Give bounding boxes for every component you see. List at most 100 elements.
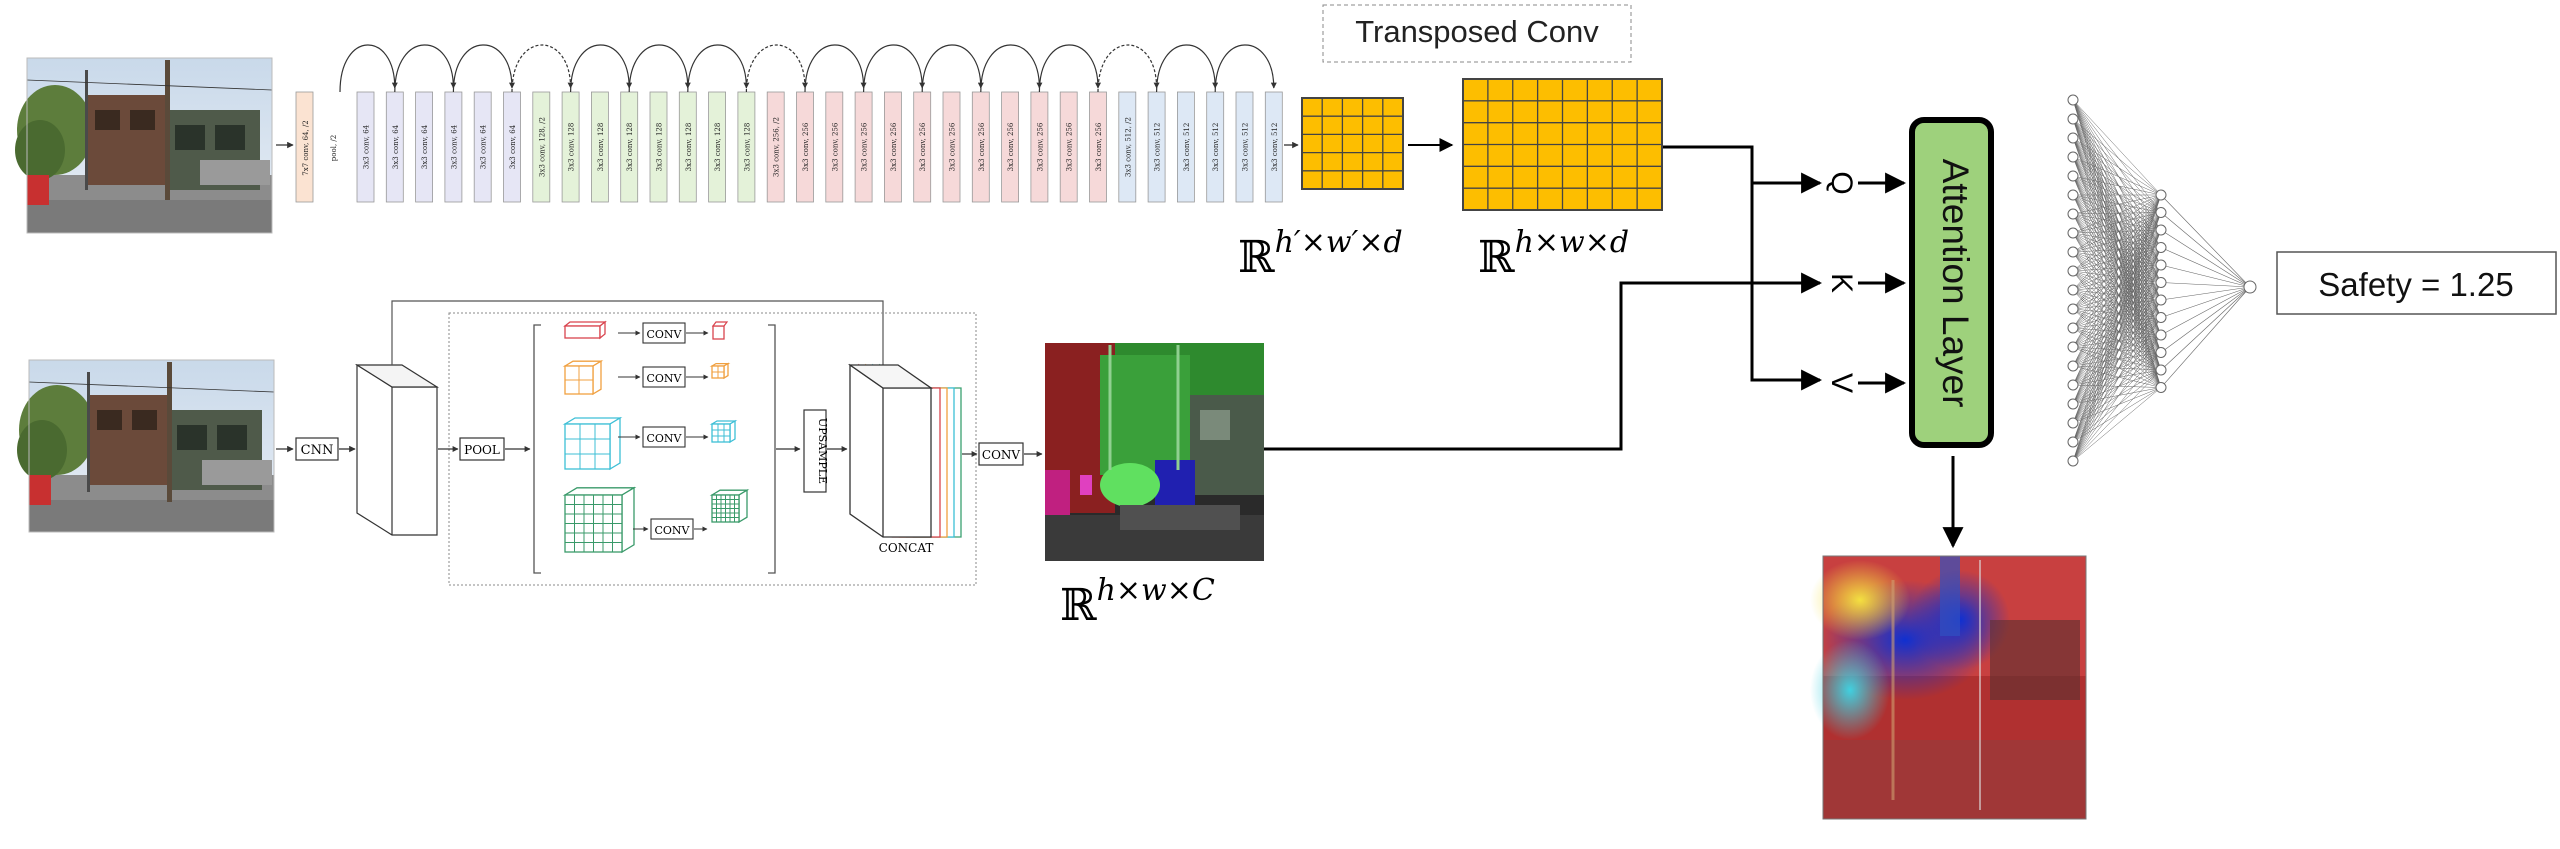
safety-output-box: Safety = 1.25 bbox=[2276, 251, 2557, 315]
resnet-layer: 3x3 conv, 256 bbox=[1001, 91, 1019, 203]
skip-arc bbox=[921, 44, 984, 93]
pool-bin-2 bbox=[562, 360, 604, 396]
segmentation-label: ℝh×w×C bbox=[1060, 573, 1215, 631]
svg-text:3x3 conv, 256: 3x3 conv, 256 bbox=[802, 122, 810, 171]
attention-layer-label: Attention Layer bbox=[1935, 159, 1976, 408]
conv-box: CONV bbox=[642, 426, 686, 448]
value-label: V bbox=[1825, 373, 1858, 393]
pool-bin-4 bbox=[562, 486, 637, 554]
upsample-label: UPSAMPLE bbox=[816, 418, 829, 484]
cnn-feature-map bbox=[354, 363, 440, 536]
hidden-neuron bbox=[2155, 382, 2167, 393]
skip-arc bbox=[511, 44, 574, 93]
hidden-neuron bbox=[2155, 347, 2167, 358]
svg-text:3x3 conv, 256: 3x3 conv, 256 bbox=[890, 122, 898, 171]
skip-arc bbox=[804, 44, 867, 93]
mlp-connections bbox=[2072, 99, 2251, 462]
svg-text:7x7 conv, 64, /2: 7x7 conv, 64, /2 bbox=[302, 120, 310, 175]
svg-text:3x3 conv, 512: 3x3 conv, 512 bbox=[1271, 123, 1279, 172]
resnet-pool-label: pool, /2 bbox=[330, 135, 338, 161]
hidden-neuron bbox=[2155, 189, 2167, 201]
hidden-neuron bbox=[2155, 364, 2167, 376]
street-image-bottom bbox=[17, 359, 275, 533]
resnet-layer: 3x3 conv, 256 bbox=[825, 91, 844, 203]
svg-text:3x3 conv, 256: 3x3 conv, 256 bbox=[1036, 122, 1044, 171]
hidden-neuron bbox=[2155, 329, 2167, 341]
resnet-layer: 3x3 conv, 256 bbox=[884, 91, 902, 203]
pool-bin-4-out bbox=[709, 489, 750, 524]
svg-text:3x3 conv, 256: 3x3 conv, 256 bbox=[1007, 122, 1015, 171]
attention-layer-block: Attention Layer bbox=[1909, 117, 1994, 448]
svg-text:3x3 conv, 256: 3x3 conv, 256 bbox=[949, 122, 957, 171]
feature-grid-large bbox=[1462, 78, 1663, 211]
skip-arc bbox=[339, 44, 398, 93]
resnet-layer: 3x3 conv, 512 bbox=[1147, 91, 1166, 203]
resnet-layer: 3x3 conv, 256 bbox=[854, 91, 873, 203]
svg-text:3x3 conv, 256: 3x3 conv, 256 bbox=[919, 122, 927, 171]
resnet-layer: 3x3 conv, 128 bbox=[649, 91, 668, 203]
skip-arc bbox=[1038, 44, 1101, 93]
svg-text:3x3 conv, 128, /2: 3x3 conv, 128, /2 bbox=[538, 117, 546, 177]
pspnet-module: CNN POOL CONV CONV CONV CONV UPSAMPLE bbox=[276, 300, 1043, 586]
input-neuron bbox=[2067, 113, 2079, 125]
resnet-layer: 3x3 conv, 256 bbox=[1030, 91, 1049, 203]
concat-label: CONCAT bbox=[879, 541, 934, 555]
resnet-layer: 3x3 conv, 512 bbox=[1177, 91, 1195, 203]
input-neuron bbox=[2067, 132, 2079, 144]
svg-text:3x3 conv, 512: 3x3 conv, 512 bbox=[1212, 123, 1220, 172]
query-label: Q bbox=[1825, 171, 1858, 194]
input-neuron bbox=[2067, 170, 2079, 182]
resnet-backbone: 7x7 conv, 64, /2 pool, /2 3x3 conv, 64 3x… bbox=[295, 44, 1283, 203]
svg-text:3x3 conv, 128: 3x3 conv, 128 bbox=[626, 123, 634, 172]
input-neuron bbox=[2067, 417, 2079, 429]
skip-arc bbox=[1214, 44, 1277, 93]
resnet-layer: 3x3 conv, 64 bbox=[503, 91, 521, 203]
input-neuron bbox=[2067, 284, 2079, 296]
pool-bin-3 bbox=[562, 416, 623, 471]
resnet-layer: 3x3 conv, 64 bbox=[356, 91, 375, 203]
svg-text:3x3 conv, 64: 3x3 conv, 64 bbox=[363, 124, 371, 169]
svg-text:3x3 conv, 64: 3x3 conv, 64 bbox=[450, 124, 458, 169]
feature-grid-large-label: ℝh×w×d bbox=[1478, 225, 1629, 283]
skip-arc bbox=[980, 44, 1043, 93]
input-neuron bbox=[2067, 94, 2079, 106]
input-neuron bbox=[2067, 303, 2079, 315]
svg-text:3x3 conv, 128: 3x3 conv, 128 bbox=[656, 123, 664, 172]
hidden-neuron bbox=[2155, 312, 2167, 323]
svg-text:3x3 conv, 64: 3x3 conv, 64 bbox=[421, 124, 429, 169]
svg-text:CONV: CONV bbox=[646, 372, 682, 385]
resnet-layer: 3x3 conv, 64 bbox=[444, 91, 463, 203]
hidden-neuron bbox=[2155, 277, 2167, 288]
skip-arc bbox=[570, 44, 633, 93]
conv-box: CONV bbox=[650, 518, 694, 540]
skip-arc bbox=[628, 44, 691, 93]
conv-box: CONV bbox=[642, 322, 686, 344]
svg-text:CONV: CONV bbox=[646, 328, 682, 341]
svg-text:3x3 conv, 64: 3x3 conv, 64 bbox=[392, 124, 400, 169]
svg-text:3x3 conv, 256: 3x3 conv, 256 bbox=[1066, 122, 1074, 171]
skip-arc bbox=[452, 44, 515, 93]
pool-bin-2-out bbox=[709, 362, 731, 380]
resnet-layer: 3x3 conv, 128 bbox=[561, 91, 580, 203]
pool-bin-3-out bbox=[709, 419, 738, 444]
resnet-layer: 3x3 conv, 64 bbox=[385, 91, 404, 203]
svg-text:3x3 conv, 128: 3x3 conv, 128 bbox=[714, 123, 722, 172]
svg-text:3x3 conv, 512: 3x3 conv, 512 bbox=[1242, 123, 1250, 172]
resnet-layer: 3x3 conv, 128 bbox=[620, 91, 639, 203]
resnet-layer: 3x3 conv, 256 bbox=[1059, 91, 1078, 203]
pyramid-pooling-branches: CONV CONV CONV CONV bbox=[562, 320, 750, 554]
skip-arc bbox=[394, 44, 457, 93]
conv-box: CONV bbox=[642, 366, 686, 388]
input-neuron bbox=[2067, 189, 2079, 201]
svg-text:3x3 conv, 128: 3x3 conv, 128 bbox=[685, 123, 693, 172]
segmentation-map bbox=[1045, 343, 1264, 561]
svg-text:CONV: CONV bbox=[654, 524, 690, 537]
input-neuron bbox=[2067, 322, 2079, 334]
resnet-layer: 3x3 conv, 64 bbox=[415, 91, 434, 203]
resnet-layer: 3x3 conv, 256 bbox=[942, 91, 961, 203]
input-neuron bbox=[2067, 265, 2079, 277]
feature-grid-small bbox=[1301, 97, 1404, 190]
resnet-layer: 3x3 conv, 256 bbox=[1089, 91, 1107, 203]
input-neuron bbox=[2067, 398, 2079, 410]
